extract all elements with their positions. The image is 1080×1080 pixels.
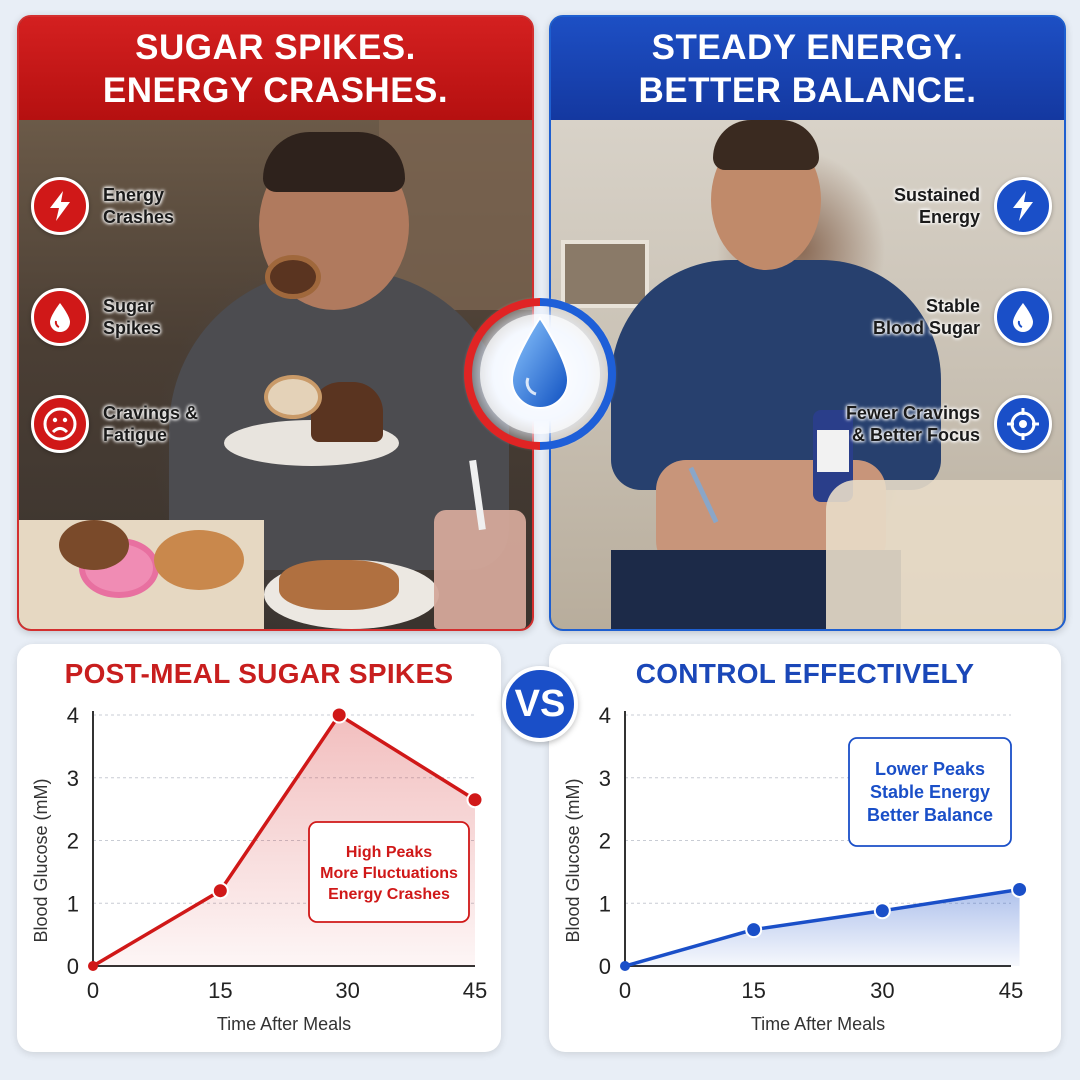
person-shirt <box>611 260 941 490</box>
target-icon <box>994 395 1052 453</box>
x-tick-label: 0 <box>87 978 99 1003</box>
lightning-icon <box>31 177 89 235</box>
feature-sustained-energy: Sustained Energy <box>894 177 1052 235</box>
annotation-box <box>848 737 1012 847</box>
donut-in-hand <box>265 255 321 299</box>
data-point <box>1011 880 1029 898</box>
feature-fewer-cravings: Fewer Cravings & Better Focus <box>846 395 1052 453</box>
data-point <box>330 706 348 724</box>
data-point <box>88 961 98 971</box>
annotation-line: High Peaks <box>346 844 432 861</box>
feature-line1: Energy <box>103 185 165 205</box>
feature-cravings-fatigue: Cravings & Fatigue <box>31 395 198 453</box>
annotation-line: More Fluctuations <box>320 865 458 882</box>
right-header-line1: STEADY ENERGY. <box>651 27 964 67</box>
data-point <box>466 791 484 809</box>
x-axis-label: Time After Meals <box>217 1014 351 1034</box>
feature-line2: Spikes <box>103 318 162 338</box>
feature-sugar-spikes: Sugar Spikes <box>31 288 161 346</box>
right-header-line2: BETTER BALANCE. <box>638 70 977 110</box>
feature-line1: Fewer Cravings <box>845 403 980 423</box>
x-tick-label: 30 <box>335 978 359 1003</box>
annotation-line: Lower Peaks <box>875 759 985 779</box>
left-header-line1: SUGAR SPIKES. <box>135 27 416 67</box>
annotation-line: Better Balance <box>867 805 993 825</box>
left-photo-panel: SUGAR SPIKES. ENERGY CRASHES. Energ <box>17 15 534 631</box>
feature-line1: Sugar <box>103 296 155 316</box>
control-chart: 0 1 2 3 4 0 15 30 45 Time After Meals Blood Glucos… <box>563 703 1029 1034</box>
y-tick-label: 4 <box>599 703 611 728</box>
y-tick-label: 2 <box>599 829 611 854</box>
x-tick-label: 30 <box>870 978 894 1003</box>
drop-icon <box>994 288 1052 346</box>
man-eating-donuts-photo <box>19 120 532 629</box>
annotation-box <box>308 821 470 923</box>
wall-picture <box>561 240 649 308</box>
series-line <box>624 887 1020 968</box>
bottle-label <box>817 430 849 472</box>
knit-blanket <box>826 480 1062 629</box>
feature-line1: Sustained <box>893 185 980 205</box>
annotation-line: Energy Crashes <box>328 886 450 903</box>
man-with-dropper-photo <box>551 120 1064 629</box>
sad-face-icon <box>31 395 89 453</box>
spike-chart-card: POST-MEAL SUGAR SPIKES 0 1 2 3 4 0 15 30 45 Time … <box>17 644 501 1052</box>
left-panel-header: SUGAR SPIKES. ENERGY CRASHES. <box>19 17 532 120</box>
feature-line2: Fatigue <box>103 425 168 445</box>
feature-line2: Blood Sugar <box>873 318 980 338</box>
control-chart-card: CONTROL EFFECTIVELY 0 1 2 3 4 0 15 30 45 Time Aft… <box>549 644 1061 1052</box>
y-tick-label: 3 <box>67 766 79 791</box>
feature-line2: Crashes <box>103 207 175 227</box>
vs-badge: VS <box>502 666 578 742</box>
y-tick-label: 4 <box>67 703 79 728</box>
donut-on-plate <box>264 375 322 419</box>
x-tick-label: 45 <box>463 978 487 1003</box>
y-tick-label: 0 <box>67 954 79 979</box>
drop-icon <box>31 288 89 346</box>
right-panel-header: STEADY ENERGY. BETTER BALANCE. <box>551 17 1064 120</box>
annotation-line: Stable Energy <box>870 782 990 802</box>
data-point <box>620 961 630 971</box>
water-drop-emblem <box>462 296 618 452</box>
x-tick-label: 45 <box>999 978 1023 1003</box>
y-axis-label: Blood Glucose (mM) <box>563 778 583 942</box>
person-hair <box>713 120 819 170</box>
left-header-line2: ENERGY CRASHES. <box>102 70 449 110</box>
x-tick-label: 15 <box>208 978 232 1003</box>
spike-chart: 0 1 2 3 4 0 15 30 45 Time After Meals Blood Glucos… <box>31 703 487 1034</box>
y-axis-label: Blood Glucose (mM) <box>31 778 51 942</box>
chart-title: POST-MEAL SUGAR SPIKES <box>64 658 454 689</box>
right-photo-panel: STEADY ENERGY. BETTER BALANCE. Sustained… <box>549 15 1066 631</box>
person-hair <box>263 132 405 192</box>
y-tick-label: 1 <box>599 891 611 916</box>
x-axis-label: Time After Meals <box>751 1014 885 1034</box>
cookies <box>279 560 399 610</box>
data-point <box>873 902 891 920</box>
y-tick-label: 0 <box>599 954 611 979</box>
cupcake <box>311 382 383 442</box>
series-line <box>92 713 476 968</box>
data-point <box>745 921 763 939</box>
chocolate-donut <box>59 520 129 570</box>
y-tick-label: 3 <box>599 766 611 791</box>
data-point <box>211 882 229 900</box>
x-tick-label: 0 <box>619 978 631 1003</box>
lightning-icon <box>994 177 1052 235</box>
feature-line2: Energy <box>918 207 980 227</box>
feature-line1: Cravings & <box>103 403 199 423</box>
feature-line2: & Better Focus <box>851 425 980 445</box>
area-fill <box>625 889 1020 966</box>
feature-line1: Stable <box>925 296 980 316</box>
x-tick-label: 15 <box>741 978 765 1003</box>
feature-stable-blood-sugar: Stable Blood Sugar <box>873 288 1052 346</box>
glazed-donut <box>154 530 244 590</box>
feature-energy-crashes: Energy Crashes <box>31 177 174 235</box>
y-tick-label: 2 <box>67 829 79 854</box>
chart-title: CONTROL EFFECTIVELY <box>635 658 975 689</box>
y-tick-label: 1 <box>67 891 79 916</box>
